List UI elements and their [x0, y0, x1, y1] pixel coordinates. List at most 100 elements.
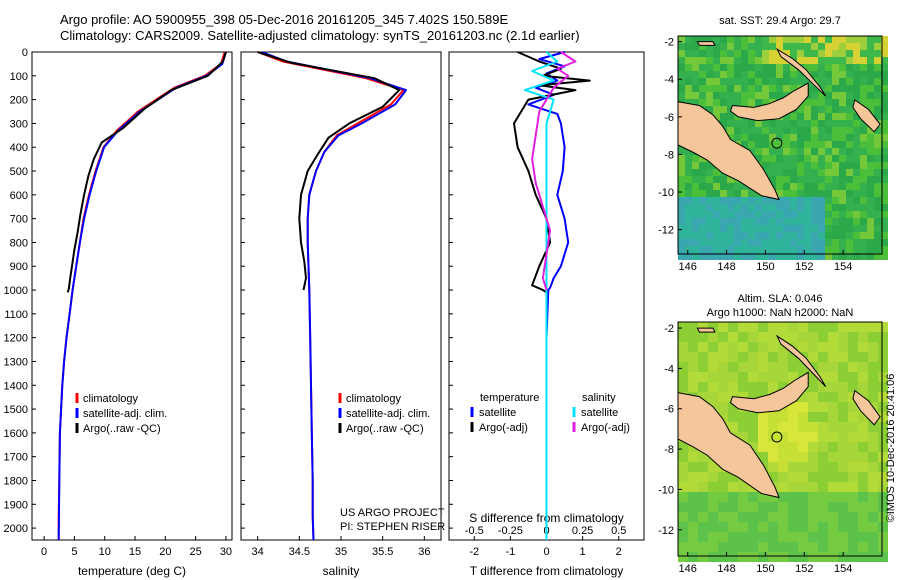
sst-map-field-cell — [755, 64, 762, 71]
sst-map-field-cell — [874, 85, 881, 92]
sst-map-field-cell — [797, 113, 804, 120]
sst-map-field-cell — [720, 106, 727, 113]
sst-map-field-cell — [797, 120, 804, 127]
sst-map-field-cell — [832, 113, 839, 120]
sla-map-field-cell — [698, 322, 708, 332]
sst-map-field-cell — [867, 183, 874, 190]
sla-map-field-cell — [868, 342, 878, 352]
sla-map-field-cell — [768, 322, 778, 332]
sla-map-field-cell — [708, 482, 718, 492]
sla-map-field-cell — [788, 402, 798, 412]
sst-map-field-cell — [860, 127, 867, 134]
sla-map-field-cell — [848, 522, 858, 532]
sst-map-field-cell — [811, 155, 818, 162]
sst-map-field-cell — [783, 197, 790, 204]
sst-map-field-cell — [699, 204, 706, 211]
sla-map-field-cell — [778, 452, 788, 462]
sla-map-ytick-label: -4 — [664, 363, 674, 375]
sla-map-field-cell — [768, 472, 778, 482]
sla-map-xtick-label: 152 — [795, 563, 813, 575]
sla-map-ytick-label: -10 — [658, 484, 674, 496]
sla-map-field-cell — [738, 432, 748, 442]
sst-map-field-cell — [804, 50, 811, 57]
sla-map-field-cell — [868, 522, 878, 532]
sla-map-field-cell — [768, 552, 778, 562]
sst-map-field-cell — [783, 190, 790, 197]
sst-map-field-cell — [727, 239, 734, 246]
sst-map-field-cell — [762, 141, 769, 148]
sst-map-field-cell — [713, 183, 720, 190]
sla-map-field-cell — [808, 402, 818, 412]
sst-map-field-cell — [853, 141, 860, 148]
sst-map-field-cell — [797, 106, 804, 113]
sla-map-field-cell — [768, 362, 778, 372]
sst-map-field-cell — [699, 190, 706, 197]
sst-map-field-cell — [748, 127, 755, 134]
sst-map-field-cell — [727, 71, 734, 78]
sst-map-field-cell — [748, 64, 755, 71]
sla-map-field-cell — [788, 482, 798, 492]
sst-map-field-cell — [769, 43, 776, 50]
sst-map-field-cell — [713, 71, 720, 78]
sst-map-field-cell — [832, 211, 839, 218]
sst-map-field-cell — [804, 190, 811, 197]
sst-map-field-cell — [678, 78, 685, 85]
sst-map-field-cell — [727, 36, 734, 43]
sla-map-field-cell — [758, 452, 768, 462]
sst-map-field-cell — [720, 43, 727, 50]
sst-map-field-cell — [699, 183, 706, 190]
sst-map-field-cell — [881, 78, 888, 85]
sst-map-field-cell — [776, 218, 783, 225]
sst-map-field-cell — [832, 218, 839, 225]
sst-map-field-cell — [874, 64, 881, 71]
sst-map-field-cell — [832, 176, 839, 183]
sst-map-field-cell — [755, 127, 762, 134]
sla-map-field-cell — [698, 482, 708, 492]
sla-map-field-cell — [858, 512, 868, 522]
sla-map-field-cell — [808, 542, 818, 552]
sst-map-field-cell — [790, 36, 797, 43]
sst-map-field-cell — [860, 211, 867, 218]
sla-map-ytick-label: -8 — [664, 444, 674, 456]
sst-map-field-cell — [811, 106, 818, 113]
sst-map-field-cell — [867, 211, 874, 218]
sst-map-field-cell — [699, 85, 706, 92]
sst-map-field-cell — [713, 218, 720, 225]
sst-map-field-cell — [874, 204, 881, 211]
sla-map-field-cell — [818, 472, 828, 482]
sst-map-field-cell — [874, 43, 881, 50]
sst-map-field-cell — [692, 85, 699, 92]
sla-map-field-cell — [868, 422, 878, 432]
sst-map-field-cell — [853, 50, 860, 57]
sst-map-field-cell — [741, 190, 748, 197]
sst-map-field-cell — [692, 155, 699, 162]
sst-map-title: sat. SST: 29.4 Argo: 29.7 — [719, 15, 841, 27]
sst-map-field-cell — [811, 134, 818, 141]
sla-map-field-cell — [798, 482, 808, 492]
sst-map-field-cell — [811, 71, 818, 78]
sla-map-field-cell — [768, 462, 778, 472]
sla-map-field-cell — [788, 322, 798, 332]
sst-map-field-cell — [769, 239, 776, 246]
sla-map-field-cell — [838, 482, 848, 492]
sst-map-field-cell — [741, 99, 748, 106]
sst-map-field-cell — [692, 183, 699, 190]
sst-map-field-cell — [881, 246, 888, 253]
sst-map-field-cell — [769, 78, 776, 85]
sla-map-field-cell — [818, 352, 828, 362]
sla-map-field-cell — [878, 452, 888, 462]
sla-map-field-cell — [748, 352, 758, 362]
sla-map-field-cell — [838, 522, 848, 532]
sst-map-field-cell — [748, 204, 755, 211]
sla-map-field-cell — [878, 502, 888, 512]
sst-map-field-cell — [860, 183, 867, 190]
sst-map-field-cell — [720, 176, 727, 183]
depth-tick-label: 400 — [10, 142, 28, 154]
sla-map-field-cell — [758, 322, 768, 332]
sla-map-field-cell — [708, 552, 718, 562]
sla-map-field-cell — [778, 442, 788, 452]
sst-map-field-cell — [783, 232, 790, 239]
sst-map-field-cell — [804, 232, 811, 239]
sst-map-field-cell — [804, 197, 811, 204]
sst-map-field-cell — [811, 246, 818, 253]
